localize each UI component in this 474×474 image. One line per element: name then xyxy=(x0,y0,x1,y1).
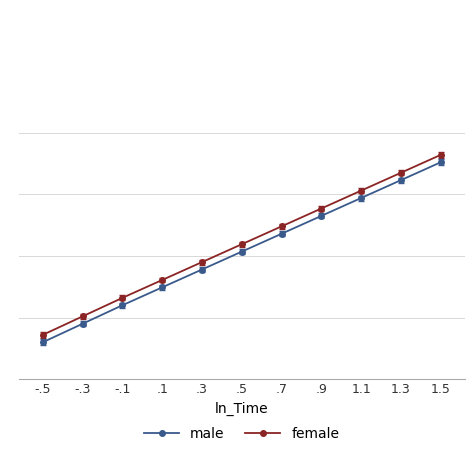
Legend: male, female: male, female xyxy=(139,421,345,446)
X-axis label: ln_Time: ln_Time xyxy=(215,402,269,416)
